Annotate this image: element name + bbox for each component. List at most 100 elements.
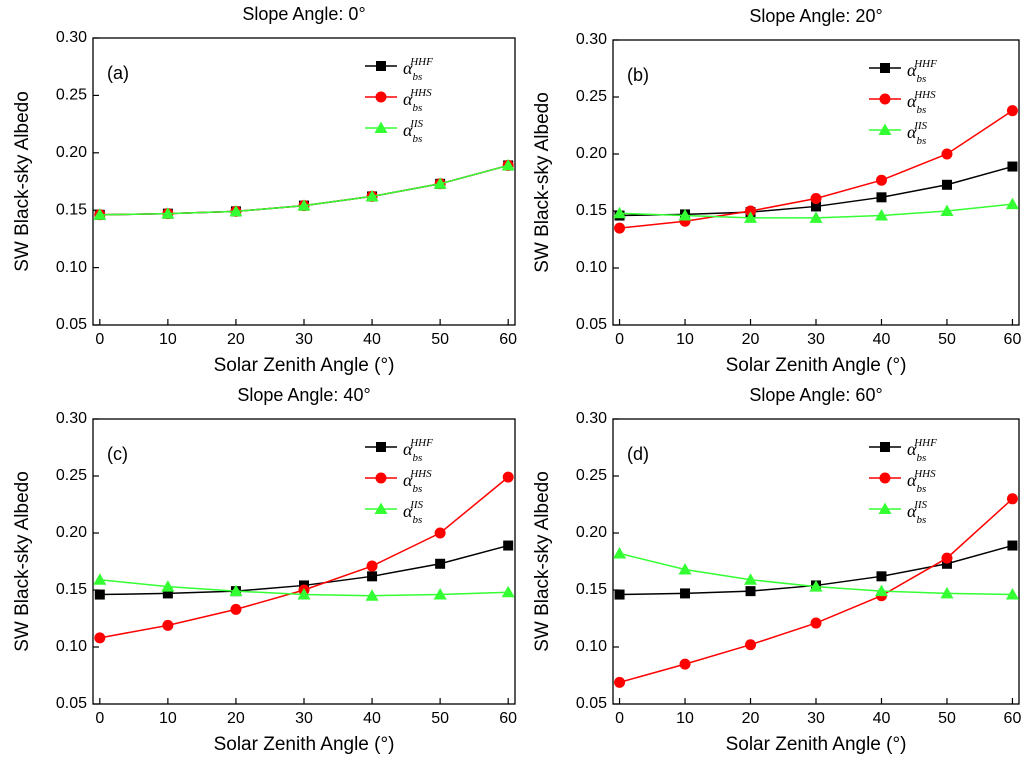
legend-entry: αbs HHF: [403, 56, 433, 83]
x-tick-label: 0: [615, 331, 624, 348]
y-tick-label: 0.05: [576, 695, 607, 712]
legend-subscript: bs: [916, 104, 926, 116]
x-tick-label: 30: [807, 710, 825, 727]
legend-name: IIS: [409, 499, 423, 511]
legend-entry: αbs HHF: [907, 58, 937, 85]
marker-circle: [230, 603, 242, 615]
marker-triangle: [433, 177, 447, 189]
panel-label: (c): [107, 444, 128, 464]
marker-triangle: [161, 580, 175, 592]
y-tick-label: 0.25: [576, 88, 607, 105]
y-tick-label: 0.10: [56, 638, 87, 655]
marker-square: [876, 571, 887, 582]
marker-circle: [679, 658, 691, 670]
marker-triangle: [229, 204, 243, 217]
legend-marker: [879, 93, 891, 105]
panel: Slope Angle: 60° (d) Solar Zenith Angle (°…: [532, 385, 1021, 755]
marker-circle: [745, 205, 757, 217]
marker-circle: [162, 619, 174, 631]
marker-triangle: [940, 586, 954, 599]
marker-triangle: [297, 199, 311, 211]
panel-label: (a): [107, 63, 129, 83]
legend-subscript: bs: [412, 483, 422, 495]
legend-symbol: α: [907, 470, 917, 490]
x-tick-label: 50: [938, 710, 956, 727]
legend-entry: αbs IIS: [907, 499, 928, 526]
marker-circle: [745, 639, 757, 651]
panel: Slope Angle: 40° (c) Solar Zenith Angle (°…: [12, 385, 517, 755]
y-tick-label: 0.05: [576, 316, 607, 333]
x-tick-label: 0: [95, 331, 104, 348]
marker-circle: [502, 471, 514, 483]
marker-square: [367, 571, 378, 582]
y-tick-label: 0.15: [56, 581, 87, 598]
marker-circle: [366, 560, 378, 572]
marker-circle: [1006, 493, 1018, 505]
panel: Slope Angle: 0° (a) Solar Zenith Angle (°)…: [12, 4, 517, 376]
x-tick-label: 60: [499, 710, 517, 727]
legend-name: HHF: [913, 437, 937, 449]
marker-triangle: [809, 211, 823, 223]
marker-circle: [1006, 105, 1018, 117]
marker-triangle: [613, 547, 627, 559]
legend-subscript: bs: [412, 133, 422, 145]
y-tick-label: 0.10: [56, 259, 87, 276]
panel-label: (b): [627, 65, 649, 85]
marker-square: [811, 201, 821, 212]
legend-entry: αbs IIS: [907, 120, 928, 147]
y-tick-label: 0.25: [56, 467, 87, 484]
legend-symbol: α: [403, 439, 413, 459]
marker-square: [503, 540, 514, 551]
x-axis-label: Solar Zenith Angle (°): [214, 734, 395, 755]
marker-square: [745, 586, 756, 597]
legend-marker: [880, 63, 890, 73]
x-tick-label: 50: [431, 710, 449, 727]
legend-name: HHS: [913, 89, 936, 101]
legend-name: IIS: [913, 499, 927, 511]
x-tick-label: 10: [676, 710, 694, 727]
panel-title: Slope Angle: 0°: [242, 4, 365, 24]
legend-marker: [879, 472, 891, 484]
plot-frame: [92, 418, 516, 705]
marker-triangle: [874, 584, 888, 597]
plot-frame: [612, 39, 1020, 326]
marker-circle: [810, 617, 822, 629]
x-tick-label: 10: [159, 710, 177, 727]
legend-symbol: α: [403, 89, 413, 109]
y-tick-label: 0.05: [56, 316, 87, 333]
y-axis-label: SW Black-sky Albedo: [12, 91, 33, 272]
marker-triangle: [874, 209, 888, 221]
marker-circle: [614, 222, 626, 234]
x-tick-label: 40: [873, 331, 891, 348]
legend-marker: [878, 502, 892, 514]
legend-symbol: α: [403, 470, 413, 490]
marker-triangle: [744, 211, 758, 223]
x-tick-label: 40: [363, 710, 381, 727]
legend-name: HHF: [409, 437, 433, 449]
legend-subscript: bs: [916, 73, 926, 85]
marker-triangle: [809, 580, 823, 592]
marker-triangle: [678, 562, 692, 575]
legend-entry: αbs HHF: [907, 437, 937, 464]
panel: Slope Angle: 20° (b) Solar Zenith Angle (°…: [532, 6, 1021, 376]
series-line: [99, 476, 509, 639]
legend-name: IIS: [913, 120, 927, 132]
x-tick-label: 30: [295, 710, 313, 727]
legend-entry: αbs IIS: [403, 499, 424, 526]
legend-subscript: bs: [412, 71, 422, 83]
marker-square: [876, 192, 887, 203]
y-axis-label: SW Black-sky Albedo: [532, 92, 553, 273]
legend-subscript: bs: [412, 514, 422, 526]
marker-triangle: [433, 588, 447, 600]
legend-entry: αbs IIS: [403, 118, 424, 145]
y-tick-label: 0.15: [576, 581, 607, 598]
legend-subscript: bs: [916, 514, 926, 526]
marker-square: [941, 558, 952, 569]
x-tick-label: 50: [938, 331, 956, 348]
marker-circle: [434, 527, 446, 539]
legend-marker: [878, 123, 892, 135]
legend-subscript: bs: [412, 452, 422, 464]
y-axis-label: SW Black-sky Albedo: [12, 471, 33, 652]
legend-subscript: bs: [916, 135, 926, 147]
legend-marker: [376, 442, 386, 452]
